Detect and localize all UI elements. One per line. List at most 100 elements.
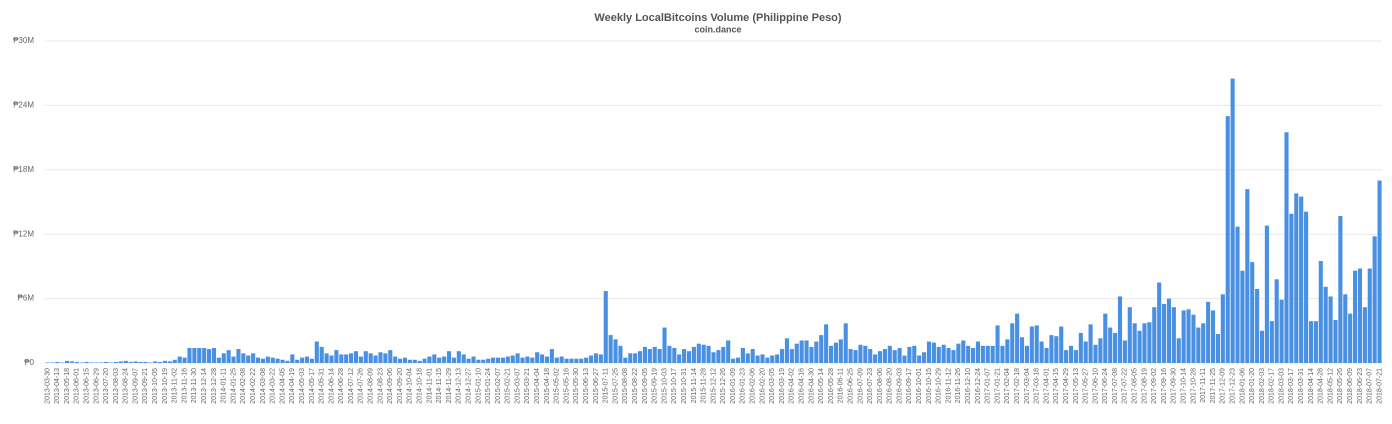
x-tick-label: 2016-11-12 — [945, 368, 952, 403]
bar — [162, 360, 168, 363]
bar — [1039, 341, 1044, 363]
bar — [564, 358, 569, 363]
bar — [686, 351, 692, 363]
bar — [84, 361, 89, 363]
bar — [672, 347, 677, 363]
bar — [1294, 193, 1299, 363]
bar — [946, 347, 951, 363]
bar — [79, 362, 84, 363]
bar — [285, 360, 290, 363]
x-tick-label: 2013-12-14 — [201, 368, 208, 404]
bar — [358, 356, 363, 363]
bar — [69, 361, 74, 363]
bar — [177, 356, 182, 363]
bar — [623, 357, 628, 363]
x-tick-label: 2016-06-11 — [838, 368, 845, 403]
x-tick-label: 2017-10-28 — [1190, 368, 1197, 404]
x-tick-label: 2015-05-16 — [563, 368, 570, 404]
bar — [207, 349, 212, 363]
bar — [1034, 325, 1039, 363]
x-tick-label: 2017-08-19 — [1141, 368, 1148, 404]
x-tick-label: 2016-10-01 — [916, 368, 923, 404]
bar — [192, 347, 197, 363]
bar — [339, 354, 344, 363]
x-tick-label: 2017-04-15 — [1053, 368, 1060, 404]
bar — [133, 361, 138, 363]
bar — [113, 361, 119, 363]
bar — [1343, 294, 1348, 363]
bar — [226, 350, 231, 363]
bar — [481, 359, 486, 363]
bar — [1348, 313, 1353, 363]
x-tick-label: 2014-12-27 — [465, 368, 472, 404]
x-tick-label: 2018-03-17 — [1288, 368, 1295, 404]
x-tick-label: 2014-03-08 — [260, 368, 267, 404]
bar — [824, 324, 829, 363]
x-tick-label: 2018-01-06 — [1239, 368, 1246, 404]
x-tick-label: 2015-10-17 — [671, 368, 678, 404]
bar — [907, 346, 912, 363]
x-tick-label: 2013-11-02 — [172, 368, 179, 403]
bar — [1176, 338, 1181, 363]
y-tick-label: ₱12M — [13, 229, 34, 238]
bar — [172, 359, 177, 363]
x-tick-label: 2013-08-24 — [123, 368, 130, 404]
x-tick-label: 2014-04-19 — [289, 368, 296, 404]
bar — [765, 357, 770, 363]
bar — [1206, 301, 1211, 363]
y-tick-label: ₱18M — [13, 165, 34, 174]
bar — [1113, 332, 1118, 363]
x-tick-label: 2017-02-18 — [1014, 368, 1021, 404]
bar — [491, 357, 496, 363]
x-tick-label: 2016-01-09 — [730, 368, 737, 404]
bar — [838, 339, 843, 363]
x-tick-label: 2015-09-05 — [642, 368, 649, 404]
bar — [1171, 307, 1176, 363]
bar — [780, 349, 785, 363]
bar — [990, 345, 995, 363]
bar — [589, 355, 594, 363]
bar — [309, 358, 314, 363]
bar — [246, 355, 251, 363]
bar — [1299, 196, 1304, 363]
bar — [510, 355, 515, 363]
x-tick-label: 2014-09-20 — [397, 368, 404, 404]
x-tick-label: 2017-05-13 — [1073, 368, 1080, 404]
bar — [559, 356, 564, 363]
bar — [412, 359, 417, 363]
x-tick-label: 2013-06-01 — [74, 368, 81, 404]
x-tick-label: 2015-06-13 — [583, 368, 590, 404]
x-tick-label: 2014-01-25 — [230, 368, 237, 404]
bar — [1083, 341, 1088, 363]
x-tick-label: 2018-02-17 — [1269, 368, 1276, 404]
x-tick-label: 2014-11-01 — [426, 368, 433, 403]
bar — [706, 345, 711, 363]
bar — [1357, 268, 1363, 363]
bar — [118, 361, 123, 363]
x-tick-label: 2017-11-11 — [1200, 368, 1207, 403]
bar — [775, 354, 780, 363]
bar — [1245, 189, 1250, 363]
bar — [1098, 338, 1103, 363]
bar — [603, 291, 608, 363]
bar — [554, 357, 559, 363]
bar — [1225, 116, 1230, 363]
x-tick-label: 2016-07-09 — [857, 368, 864, 404]
bar — [794, 343, 799, 363]
x-tick-label: 2015-08-08 — [622, 368, 629, 404]
bar — [652, 346, 657, 363]
bar — [814, 341, 819, 363]
x-tick-label: 2017-01-21 — [994, 368, 1001, 404]
x-tick-label: 2016-08-20 — [887, 368, 894, 404]
x-tick-label: 2015-01-10 — [475, 368, 482, 404]
x-tick-label: 2016-02-20 — [759, 368, 766, 404]
x-tick-label: 2018-01-20 — [1249, 368, 1256, 404]
bar — [1308, 321, 1314, 363]
x-tick-label: 2016-08-06 — [877, 368, 884, 404]
x-tick-label: 2014-02-08 — [240, 368, 247, 404]
x-tick-label: 2018-02-03 — [1259, 368, 1266, 404]
bar — [476, 359, 481, 363]
bar — [657, 349, 662, 363]
bar — [461, 354, 466, 363]
bar — [123, 360, 128, 363]
